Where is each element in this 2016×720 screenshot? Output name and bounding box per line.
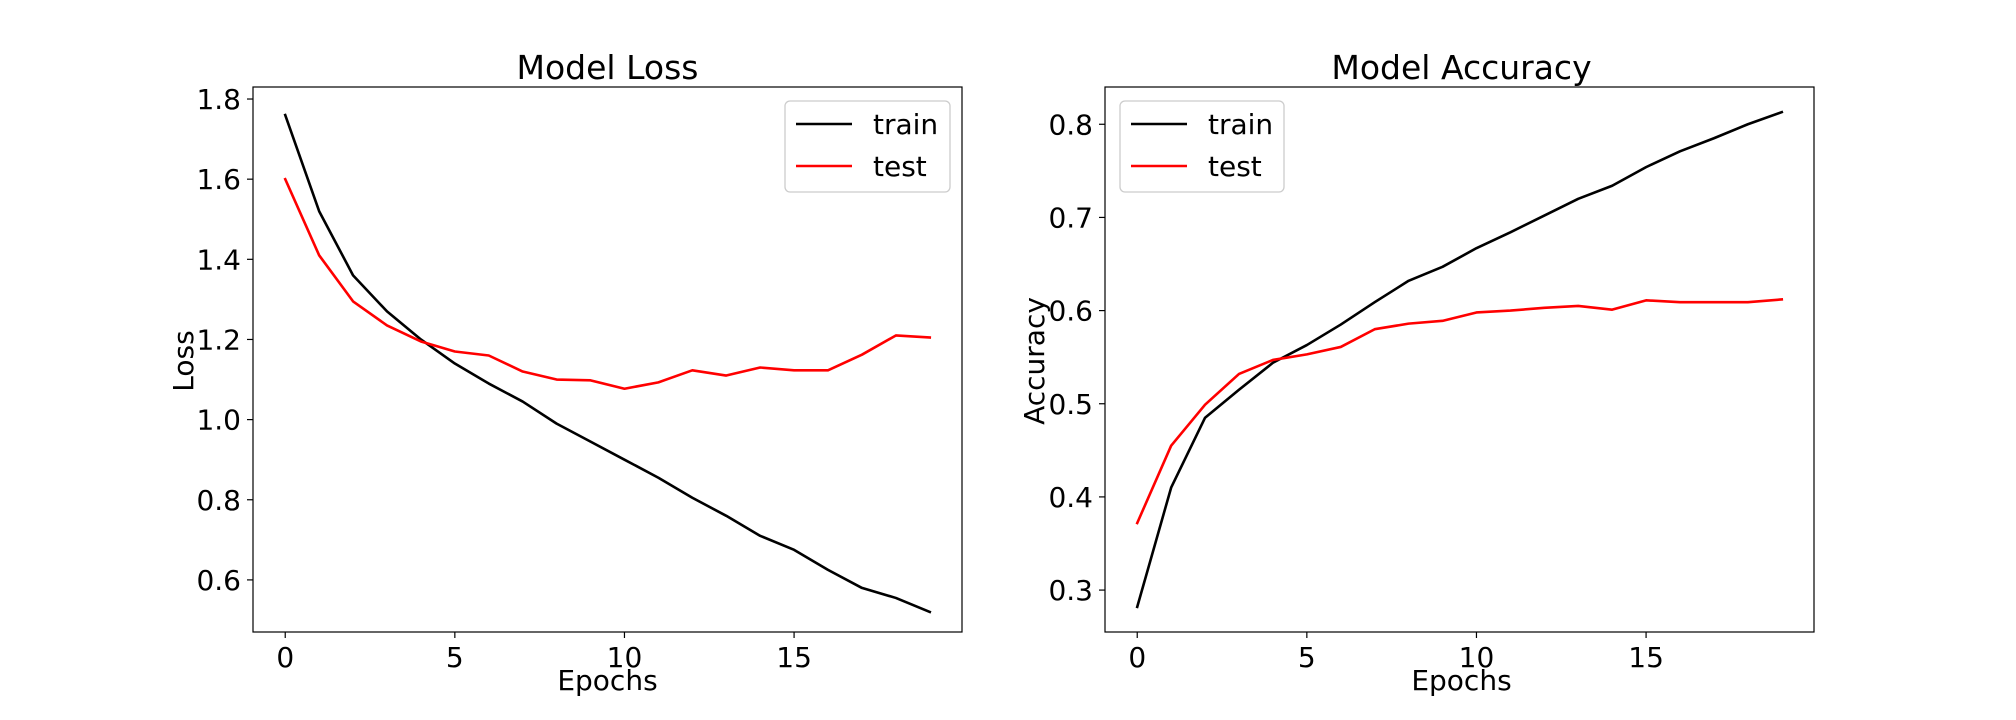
series-line-train <box>1135 110 1784 609</box>
x-tick-label: 5 <box>1298 641 1316 674</box>
x-tick-label: 15 <box>1628 641 1664 674</box>
y-tick-label: 0.3 <box>1048 574 1093 607</box>
x-axis-label: Epochs <box>557 664 657 697</box>
loss-chart: Model Loss Epochs Loss 0 5 10 15 0.6 0.8 1.0 1… <box>167 48 963 697</box>
y-tick-label: 0.8 <box>1048 108 1093 141</box>
y-tick-label: 0.8 <box>196 484 241 517</box>
legend-label-train: train <box>873 108 938 141</box>
chart-title: Model Accuracy <box>1331 48 1591 87</box>
x-tick-label: 10 <box>607 641 643 674</box>
legend-label-train: train <box>1208 108 1273 141</box>
y-tick-label: 1.4 <box>196 243 241 276</box>
x-tick-label: 0 <box>1128 641 1146 674</box>
y-axis-ticks: 0.6 0.8 1.0 1.2 1.4 1.6 1.8 <box>196 83 253 597</box>
legend-label-test: test <box>873 150 927 183</box>
y-axis-label: Loss <box>167 330 200 391</box>
y-tick-label: 0.7 <box>1048 201 1093 234</box>
y-tick-label: 1.8 <box>196 83 241 116</box>
y-tick-label: 0.5 <box>1048 388 1093 421</box>
y-tick-label: 1.6 <box>196 163 241 196</box>
y-tick-label: 0.6 <box>1048 295 1093 328</box>
y-tick-label: 1.2 <box>196 323 241 356</box>
series-line-train <box>283 113 932 614</box>
y-tick-label: 1.0 <box>196 404 241 437</box>
y-tick-label: 0.6 <box>196 564 241 597</box>
plot-frame <box>1104 86 1815 633</box>
chart-title: Model Loss <box>517 48 699 87</box>
x-tick-label: 0 <box>276 641 294 674</box>
accuracy-chart: Model Accuracy Epochs Accuracy 0 5 10 15 0.… <box>1018 48 1815 697</box>
series-line-test <box>283 177 932 391</box>
y-axis-label: Accuracy <box>1018 297 1051 425</box>
legend-label-test: test <box>1208 150 1262 183</box>
x-axis-label: Epochs <box>1411 664 1511 697</box>
series-lines <box>1135 110 1784 609</box>
x-axis-ticks: 0 5 10 15 <box>1128 632 1664 674</box>
plot-frame <box>252 86 963 633</box>
legend: train test <box>784 100 951 193</box>
x-tick-label: 15 <box>776 641 812 674</box>
x-tick-label: 10 <box>1459 641 1495 674</box>
series-line-test <box>1135 298 1784 525</box>
y-axis-ticks: 0.3 0.4 0.5 0.6 0.7 0.8 <box>1048 108 1105 607</box>
y-tick-label: 0.4 <box>1048 481 1093 514</box>
x-axis-ticks: 0 5 10 15 <box>276 632 812 674</box>
x-tick-label: 5 <box>446 641 464 674</box>
legend: train test <box>1119 100 1285 193</box>
series-lines <box>283 113 932 614</box>
